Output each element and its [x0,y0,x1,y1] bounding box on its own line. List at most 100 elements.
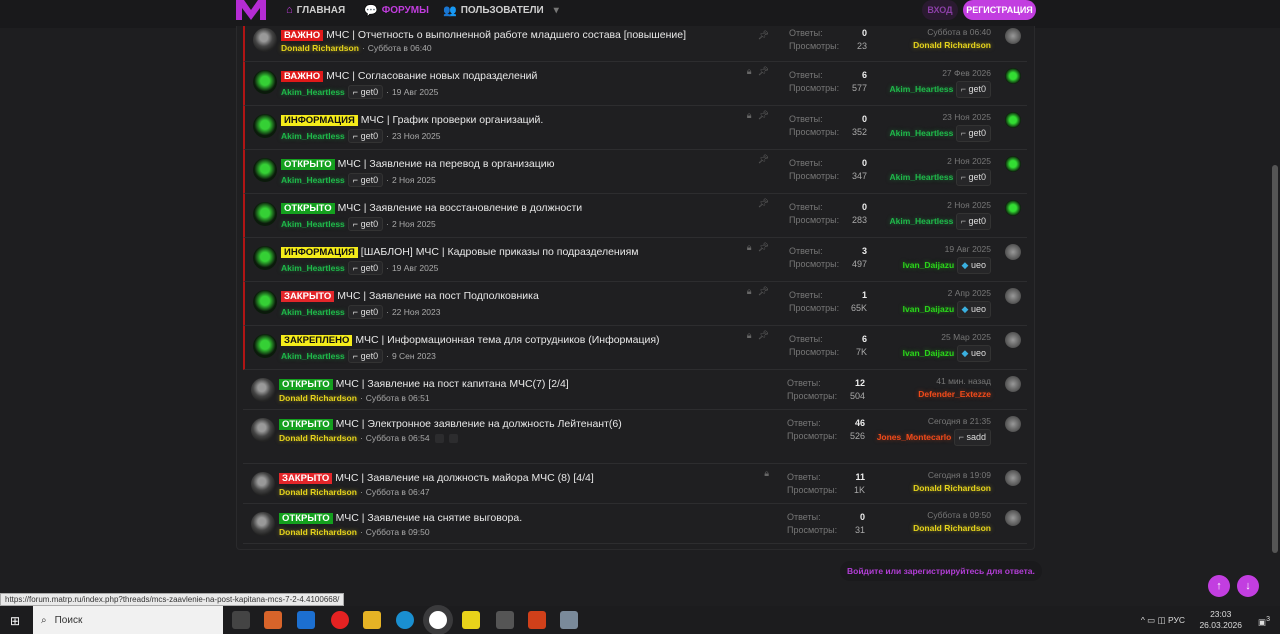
author-link[interactable]: Donald Richardson [279,487,357,497]
author-avatar[interactable] [253,28,277,52]
author-avatar[interactable] [253,158,277,182]
thread-date[interactable]: 2 Ноя 2025 [391,219,436,229]
last-post-date[interactable]: 2 Ноя 2025 [947,156,991,166]
thread-date[interactable]: 19 Авг 2025 [391,87,439,97]
thread-date[interactable]: 19 Авг 2025 [391,263,439,273]
thread-row[interactable]: ВАЖНО МЧС | Согласование новых подразделе… [243,62,1027,106]
last-post-user[interactable]: Defender_Extezze [918,389,991,399]
last-poster-avatar[interactable] [1005,376,1021,392]
notifications-icon[interactable]: ▣3 [1258,615,1270,627]
last-post-user[interactable]: Jones_Montecarlo [876,432,952,442]
thread-title[interactable]: ЗАКРЫТО МЧС | Заявление на пост Подполков… [281,290,539,302]
thread-title[interactable]: ИНФОРМАЦИЯ [ШАБЛОН] МЧС | Кадровые приказ… [281,246,638,258]
file-explorer-icon[interactable] [363,611,381,629]
clock[interactable]: 23:03 26.03.2026 [1199,609,1242,631]
thread-title[interactable]: ЗАКРЕПЛЕНО МЧС | Информационная тема для … [281,334,660,346]
thread-title[interactable]: ОТКРЫТО МЧС | Электронное заявление на до… [279,418,622,430]
thread-date[interactable]: Суббота в 06:51 [365,393,430,403]
outlook-icon[interactable] [297,611,315,629]
author-avatar[interactable] [251,472,275,496]
nav-forums[interactable]: 💬 ФОРУМЫ [364,4,429,17]
app-icon[interactable] [462,611,480,629]
thread-date[interactable]: 23 Ноя 2025 [391,131,441,141]
tray-icons[interactable]: ^ ▭ ◫ РУС [1140,615,1185,625]
last-post-user[interactable]: Ivan_Daijazu [902,260,955,270]
last-post-date[interactable]: 19 Авг 2025 [944,244,991,254]
thread-row[interactable]: ОТКРЫТО МЧС | Заявление на пост капитана … [243,370,1027,410]
last-post-date[interactable]: Суббота в 06:40 [927,27,991,37]
taskbar-search[interactable]: ⌕ Поиск [33,606,223,634]
last-poster-avatar[interactable] [1005,156,1021,172]
thread-title[interactable]: ИНФОРМАЦИЯ МЧС | График проверки организа… [281,114,543,126]
author-avatar[interactable] [253,70,277,94]
author-link[interactable]: Donald Richardson [279,527,357,537]
last-post-user[interactable]: Ivan_Daijazu [902,348,955,358]
last-poster-avatar[interactable] [1005,470,1021,486]
thread-row[interactable]: ОТКРЫТО МЧС | Заявление на снятие выговор… [243,504,1027,544]
site-logo[interactable] [236,0,266,22]
thread-prefix-badge[interactable]: ОТКРЫТО [279,379,333,390]
last-post-user[interactable]: Akim_Heartless [889,216,954,226]
task-view-icon[interactable] [232,611,250,629]
last-poster-avatar[interactable] [1005,510,1021,526]
last-post-date[interactable]: 25 Мар 2025 [941,332,991,342]
thread-row[interactable]: ЗАКРЫТО МЧС | Заявление на пост Подполков… [243,282,1027,326]
app-icon-2[interactable] [560,611,578,629]
last-poster-avatar[interactable] [1005,112,1021,128]
yandex-browser-icon[interactable] [429,611,447,629]
last-post-date[interactable]: 41 мин. назад [936,376,991,386]
thread-title-text[interactable]: МЧС | Согласование новых подразделений [326,70,538,82]
last-post-user[interactable]: Akim_Heartless [889,84,954,94]
last-post-user[interactable]: Donald Richardson [913,523,991,533]
thread-row[interactable]: ЗАКРЫТО МЧС | Заявление на должность майо… [243,464,1027,504]
edge-icon[interactable] [396,611,414,629]
language-indicator[interactable]: РУС [1167,615,1185,625]
thread-row[interactable]: ОТКРЫТО МЧС | Заявление на восстановление… [243,194,1027,238]
thread-title-text[interactable]: МЧС | Заявление на перевод в организацию [337,158,555,170]
last-post-date[interactable]: Сегодня в 19:09 [927,470,991,480]
thread-prefix-badge[interactable]: ЗАКРЫТО [281,291,335,302]
author-link[interactable]: Donald Richardson [279,433,357,443]
thread-prefix-badge[interactable]: ОТКРЫТО [281,159,335,170]
thread-date[interactable]: 9 Сен 2023 [391,351,436,361]
author-avatar[interactable] [251,512,275,536]
author-link[interactable]: Akim_Heartless [281,219,345,229]
thread-row[interactable]: ОТКРЫТО МЧС | Электронное заявление на до… [243,410,1027,464]
register-button[interactable]: РЕГИСТРАЦИЯ [963,0,1036,20]
author-link[interactable]: Donald Richardson [281,43,359,53]
author-avatar[interactable] [253,202,277,226]
thread-title[interactable]: ЗАКРЫТО МЧС | Заявление на должность майо… [279,472,594,484]
thread-prefix-badge[interactable]: ЗАКРЕПЛЕНО [281,335,353,346]
last-poster-avatar[interactable] [1005,332,1021,348]
store-icon[interactable] [264,611,282,629]
yandex-icon[interactable] [331,611,349,629]
author-avatar[interactable] [251,378,275,402]
thread-date[interactable]: Суббота в 09:50 [365,527,430,537]
last-poster-avatar[interactable] [1005,68,1021,84]
thread-prefix-badge[interactable]: ИНФОРМАЦИЯ [281,115,358,126]
thread-prefix-badge[interactable]: ОТКРЫТО [281,203,335,214]
author-avatar[interactable] [253,246,277,270]
thread-title-text[interactable]: МЧС | График проверки организаций. [360,114,544,126]
author-avatar[interactable] [251,418,275,442]
last-post-user[interactable]: Donald Richardson [913,483,991,493]
author-link[interactable]: Akim_Heartless [281,131,345,141]
thread-date[interactable]: Суббота в 06:54 [365,433,430,443]
last-post-user[interactable]: Akim_Heartless [889,128,954,138]
thread-row[interactable]: ВАЖНО МЧС | Отчетность о выполненной рабо… [243,26,1027,62]
author-link[interactable]: Akim_Heartless [281,175,345,185]
thread-title[interactable]: ВАЖНО МЧС | Согласование новых подразделе… [281,70,537,82]
thread-row[interactable]: ИНФОРМАЦИЯ МЧС | График проверки организа… [243,106,1027,150]
author-link[interactable]: Akim_Heartless [281,87,345,97]
last-poster-avatar[interactable] [1005,288,1021,304]
brave-icon[interactable] [528,611,546,629]
thread-prefix-badge[interactable]: ВАЖНО [281,30,324,41]
login-to-reply-link[interactable]: Войдите или зарегистрируйтесь для ответа… [840,561,1042,581]
thread-title-text[interactable]: МЧС | Заявление на пост капитана МЧС(7) … [335,378,569,390]
nav-home[interactable]: ⌂ ГЛАВНАЯ [286,4,345,16]
windows-start-icon[interactable]: ⊞ [10,614,21,628]
thread-title-text[interactable]: МЧС | Отчетность о выполненной работе мл… [326,29,686,41]
page-link[interactable] [448,433,458,443]
thread-prefix-badge[interactable]: ОТКРЫТО [279,419,333,430]
last-post-date[interactable]: Суббота в 09:50 [927,510,991,520]
